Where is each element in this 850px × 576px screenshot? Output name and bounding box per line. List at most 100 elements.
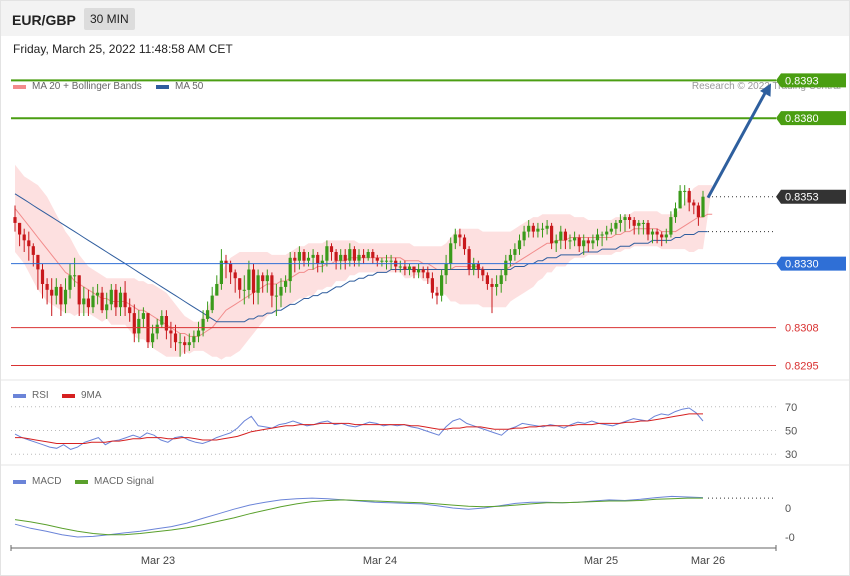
candle-body <box>467 249 471 270</box>
candle-body <box>302 252 306 261</box>
forecast-arrow <box>706 88 769 199</box>
legend-label: RSI <box>32 390 49 401</box>
candle-body <box>683 190 687 192</box>
legend-label: MA 20 + Bollinger Bands <box>32 81 142 92</box>
candle-body <box>261 275 265 282</box>
instrument-title: EUR/GBP <box>12 12 76 28</box>
legend-swatch <box>156 84 169 89</box>
candle-body <box>352 249 356 261</box>
candle-body <box>375 257 379 261</box>
candle-body <box>270 275 274 296</box>
candle-body <box>430 278 434 293</box>
candle-body <box>155 324 159 334</box>
candle-body <box>573 237 577 241</box>
candle-body <box>513 249 517 255</box>
candle-body <box>568 240 572 242</box>
candle-body <box>77 275 81 305</box>
candle-body <box>417 269 421 273</box>
macd-pane: 0 -0 <box>14 495 795 544</box>
legend-swatch <box>13 84 26 89</box>
candle-body <box>247 269 251 290</box>
rsi-series-line <box>15 413 703 444</box>
candle-body <box>609 228 613 232</box>
candle-body <box>623 217 627 220</box>
candle-body <box>311 254 315 258</box>
candle-body <box>669 217 673 235</box>
candle-body <box>600 234 604 236</box>
candle-body <box>164 316 168 331</box>
level-label: 0.8308 <box>785 323 819 335</box>
candle-body <box>224 260 228 264</box>
candle-body <box>325 246 329 261</box>
legend-label: 9MA <box>81 390 102 401</box>
candle-body <box>306 257 311 261</box>
legend-swatch <box>13 393 26 398</box>
macd-tick-label: -0 <box>785 532 795 544</box>
candle-body <box>407 266 412 270</box>
header-bar: EUR/GBP 30 MIN <box>1 1 849 36</box>
legend-macd-signal: MACD Signal <box>75 476 154 487</box>
candle-body <box>178 342 182 344</box>
candle-body <box>384 260 389 262</box>
candle-body <box>522 231 526 241</box>
candle-body <box>114 289 118 308</box>
candle-body <box>426 272 430 279</box>
candle-body <box>660 234 664 238</box>
candle-body <box>628 217 632 220</box>
candle-body <box>362 254 366 258</box>
candle-body <box>192 336 196 343</box>
candle-body <box>357 254 361 261</box>
candle-body <box>91 295 95 308</box>
candle-body <box>123 292 127 308</box>
candle-body <box>678 190 682 209</box>
candle-body <box>673 208 678 218</box>
candle-body <box>238 278 242 290</box>
candle-body <box>187 342 191 346</box>
level-tag <box>776 111 846 126</box>
candle-body <box>293 257 297 261</box>
candle-body <box>334 252 338 261</box>
time-tick-label: Mar 23 <box>141 555 175 567</box>
candle-body <box>618 220 622 223</box>
candle-body <box>472 263 476 270</box>
candle-body <box>343 254 347 261</box>
candle-body <box>421 269 425 273</box>
level-label: 0.8295 <box>785 361 819 373</box>
candle-body <box>595 234 600 241</box>
candle-body <box>545 225 549 229</box>
candle-body <box>458 234 462 238</box>
credit-text: Research © 2022 Trading Central <box>691 81 841 92</box>
candle-body <box>563 231 567 241</box>
candle-body <box>73 275 77 277</box>
candle-body <box>316 254 320 264</box>
candle-body <box>577 237 581 247</box>
candle-body <box>215 284 219 296</box>
candle-body <box>440 275 444 296</box>
legend-label: MA 50 <box>175 81 204 92</box>
candle-body <box>201 318 205 331</box>
candle-body <box>288 257 292 282</box>
candle-body <box>59 286 63 305</box>
time-tick-label: Mar 25 <box>584 555 618 567</box>
candle-body <box>118 292 123 308</box>
timeframe-badge[interactable]: 30 MIN <box>84 8 135 30</box>
candle-body <box>82 298 86 305</box>
candle-body <box>554 240 558 244</box>
macd-tick-label: 0 <box>785 503 791 515</box>
candle-body <box>495 284 499 287</box>
candle-body <box>297 252 301 261</box>
candle-body <box>637 222 641 226</box>
candle-body <box>242 289 246 291</box>
candle-body <box>412 266 416 273</box>
level-label: 0.8380 <box>785 113 819 125</box>
candle-body <box>504 260 508 276</box>
candle-body <box>40 269 45 284</box>
candle-body <box>196 330 201 337</box>
legend-ma20: MA 20 + Bollinger Bands <box>13 81 142 92</box>
candle-body <box>320 260 324 264</box>
candle-body <box>550 225 554 244</box>
candle-body <box>151 333 155 343</box>
rsi-pane: 70 50 30 <box>11 402 797 461</box>
candle-body <box>22 234 26 241</box>
level-label: 0.8393 <box>785 75 819 87</box>
